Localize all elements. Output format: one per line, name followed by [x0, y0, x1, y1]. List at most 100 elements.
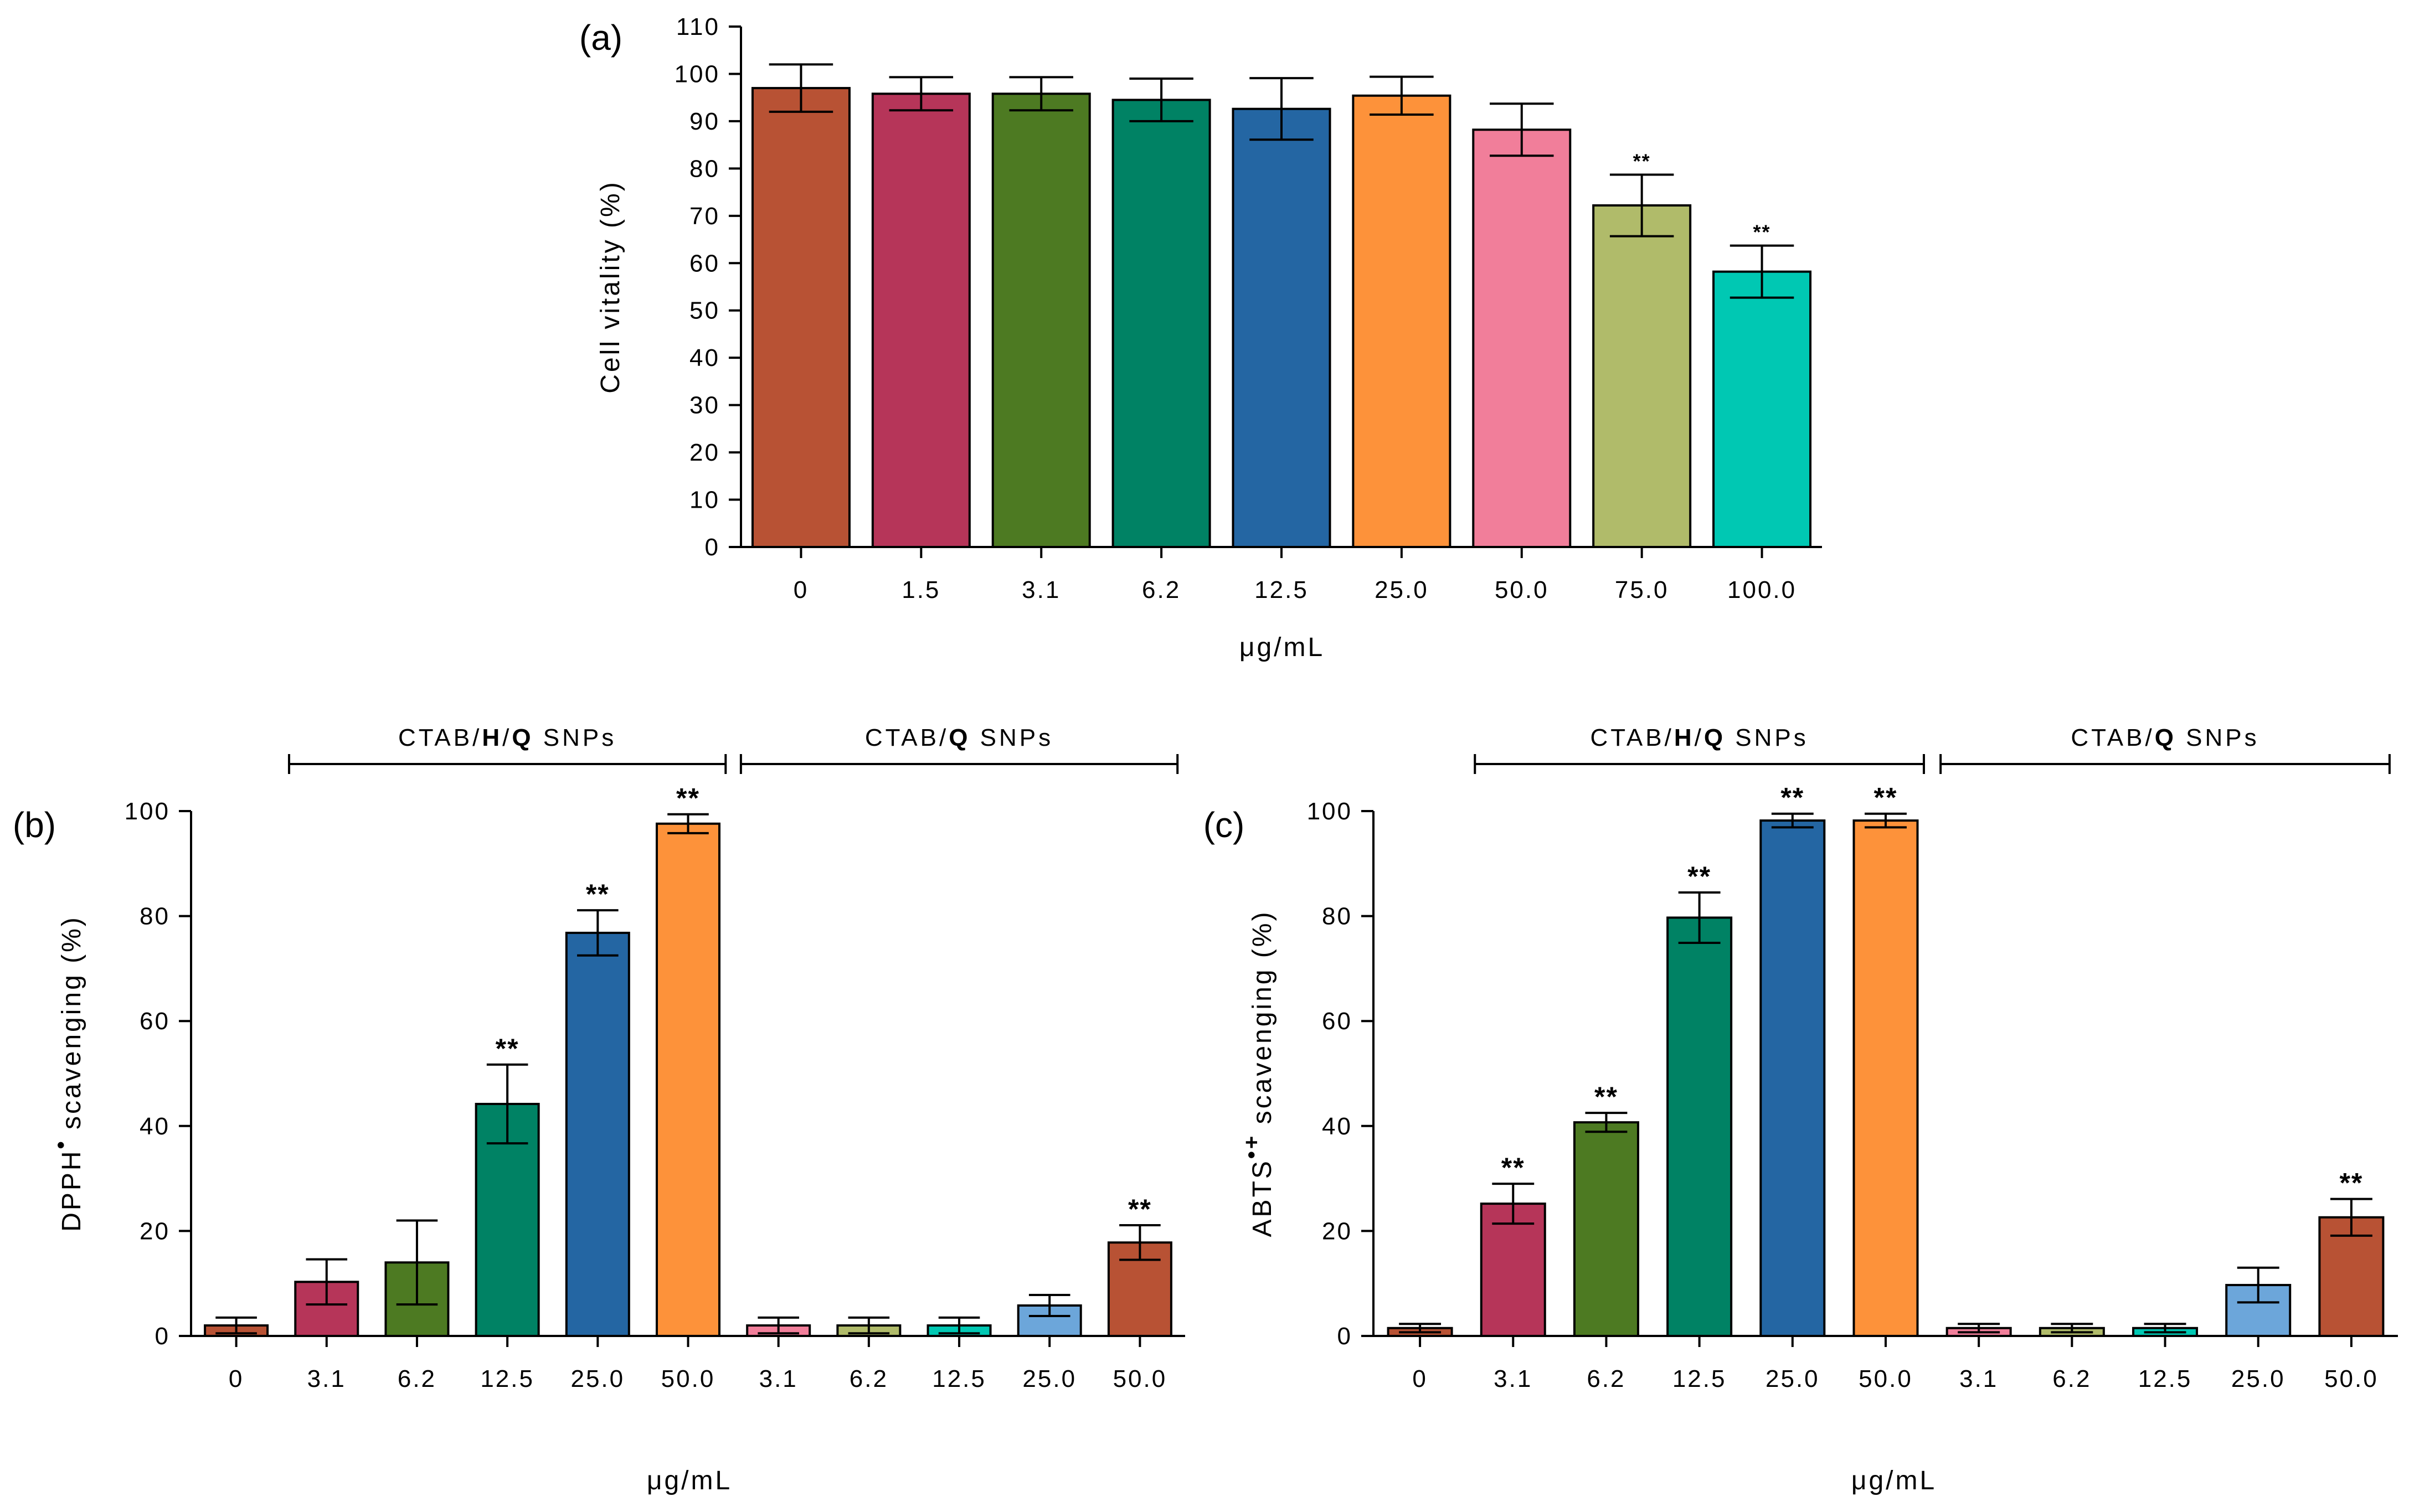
- significance-marker: **: [586, 879, 610, 910]
- group-label-q: Q: [2155, 724, 2176, 751]
- x-tick-label: 50.0: [1113, 1365, 1167, 1392]
- group-label-mid: /: [502, 724, 512, 751]
- group-label: CTAB/Q SNPs: [865, 724, 1053, 751]
- chart-panel-c: (c) 0 20 40 60 80 100 0 ** 3.1 ** 6.2 ** 12.5 ** 25.0 **…: [1203, 724, 2398, 1495]
- x-tick-label: 100.0: [1727, 576, 1797, 603]
- y-tick-label: 80: [1322, 903, 1352, 930]
- group-label-prefix: CTAB/: [1590, 724, 1674, 751]
- x-tick-label: 12.5: [480, 1365, 534, 1392]
- panel-label: (b): [13, 805, 56, 845]
- panel-label: (c): [1203, 805, 1245, 845]
- bar: [1666, 916, 1733, 1337]
- y-tick-label: 10: [689, 487, 720, 514]
- bar: [1573, 1121, 1639, 1337]
- x-tick-label: 6.2: [1587, 1365, 1625, 1392]
- x-tick-label: 6.2: [2052, 1365, 2091, 1392]
- bar: [1472, 128, 1572, 549]
- y-axis-title: Cell vitality (%): [596, 180, 625, 393]
- group-label-q: Q: [949, 724, 970, 751]
- group-label-q: Q: [1704, 724, 1726, 751]
- x-tick-label: 75.0: [1615, 576, 1669, 603]
- y-tick-label: 60: [140, 1008, 170, 1035]
- y-tick-label: 90: [689, 108, 720, 135]
- y-axis-title-rest: scavenging (%): [1248, 910, 1277, 1134]
- significance-marker: **: [2339, 1168, 2363, 1199]
- bar: [1111, 99, 1211, 549]
- y-tick-label: 60: [689, 250, 720, 277]
- y-axis-title: DPPH• scavenging (%): [49, 915, 86, 1232]
- significance-marker: **: [1128, 1194, 1152, 1225]
- x-tick-label: 12.5: [932, 1365, 986, 1392]
- y-tick-label: 0: [155, 1323, 170, 1350]
- group-label-suffix: SNPs: [534, 724, 617, 751]
- bar: [565, 931, 630, 1338]
- y-axis-title-main: ABTS: [1248, 1159, 1277, 1237]
- group-label-prefix: CTAB/: [865, 724, 949, 751]
- y-axis-title-rest: scavenging (%): [57, 915, 86, 1139]
- significance-marker: **: [1687, 861, 1711, 892]
- x-tick-label: 0: [229, 1365, 244, 1392]
- x-tick-label: 25.0: [1765, 1365, 1820, 1392]
- group-label-prefix: CTAB/: [398, 724, 482, 751]
- group-label-prefix: CTAB/: [2071, 724, 2154, 751]
- x-tick-label: 25.0: [2231, 1365, 2286, 1392]
- x-tick-label: 25.0: [1375, 576, 1429, 603]
- x-axis-title: μg/mL: [1239, 633, 1325, 662]
- y-tick-label: 60: [1322, 1008, 1352, 1035]
- x-tick-label: 50.0: [2324, 1365, 2379, 1392]
- y-tick-label: 50: [689, 297, 720, 324]
- x-tick-label: 12.5: [1254, 576, 1309, 603]
- y-tick-label: 100: [125, 798, 170, 825]
- significance-marker: **: [1874, 782, 1898, 813]
- x-tick-label: 12.5: [2138, 1365, 2192, 1392]
- y-tick-label: 40: [140, 1113, 170, 1140]
- x-tick-label: 6.2: [398, 1365, 436, 1392]
- y-axis-title-superscript: •: [49, 1139, 73, 1149]
- x-tick-label: 0: [1412, 1365, 1427, 1392]
- y-tick-label: 0: [1337, 1323, 1352, 1350]
- significance-marker: **: [676, 783, 700, 814]
- bar: [1352, 94, 1451, 549]
- x-tick-label: 3.1: [1022, 576, 1061, 603]
- x-tick-label: 12.5: [1672, 1365, 1727, 1392]
- bar: [2318, 1216, 2385, 1337]
- group-label-h: H: [1674, 724, 1695, 751]
- bar: [656, 822, 720, 1337]
- x-tick-label: 25.0: [570, 1365, 625, 1392]
- x-tick-label: 3.1: [307, 1365, 346, 1392]
- y-tick-label: 70: [689, 203, 720, 230]
- y-tick-label: 100: [675, 60, 720, 87]
- bar: [1712, 270, 1812, 548]
- x-tick-label: 50.0: [661, 1365, 716, 1392]
- bar: [751, 87, 851, 549]
- y-tick-label: 100: [1307, 798, 1352, 825]
- y-axis-title: ABTS•+ scavenging (%): [1239, 910, 1277, 1237]
- y-tick-label: 0: [705, 534, 720, 561]
- significance-marker: **: [1501, 1152, 1525, 1183]
- x-tick-label: 3.1: [1494, 1365, 1532, 1392]
- bar: [1232, 107, 1331, 548]
- significance-marker: **: [496, 1033, 519, 1064]
- group-label: CTAB/H/Q SNPs: [1590, 724, 1809, 751]
- significance-marker: **: [1633, 149, 1651, 172]
- x-tick-label: 50.0: [1859, 1365, 1913, 1392]
- group-label: CTAB/Q SNPs: [2071, 724, 2259, 751]
- significance-marker: **: [1780, 782, 1804, 813]
- bar: [1592, 204, 1692, 548]
- group-label-suffix: SNPs: [970, 724, 1053, 751]
- y-tick-label: 20: [140, 1217, 170, 1245]
- x-axis-title: μg/mL: [647, 1466, 732, 1495]
- group-label-h: H: [482, 724, 502, 751]
- significance-marker: **: [1594, 1081, 1618, 1112]
- group-label: CTAB/H/Q SNPs: [398, 724, 616, 751]
- y-tick-label: 80: [689, 155, 720, 182]
- bar: [1480, 1203, 1546, 1337]
- group-label-q: Q: [512, 724, 533, 751]
- x-tick-label: 6.2: [1142, 576, 1181, 603]
- bar: [1759, 819, 1826, 1337]
- y-tick-label: 20: [1322, 1217, 1352, 1245]
- x-tick-label: 25.0: [1022, 1365, 1077, 1392]
- group-label-suffix: SNPs: [2176, 724, 2259, 751]
- bar: [1852, 819, 1919, 1337]
